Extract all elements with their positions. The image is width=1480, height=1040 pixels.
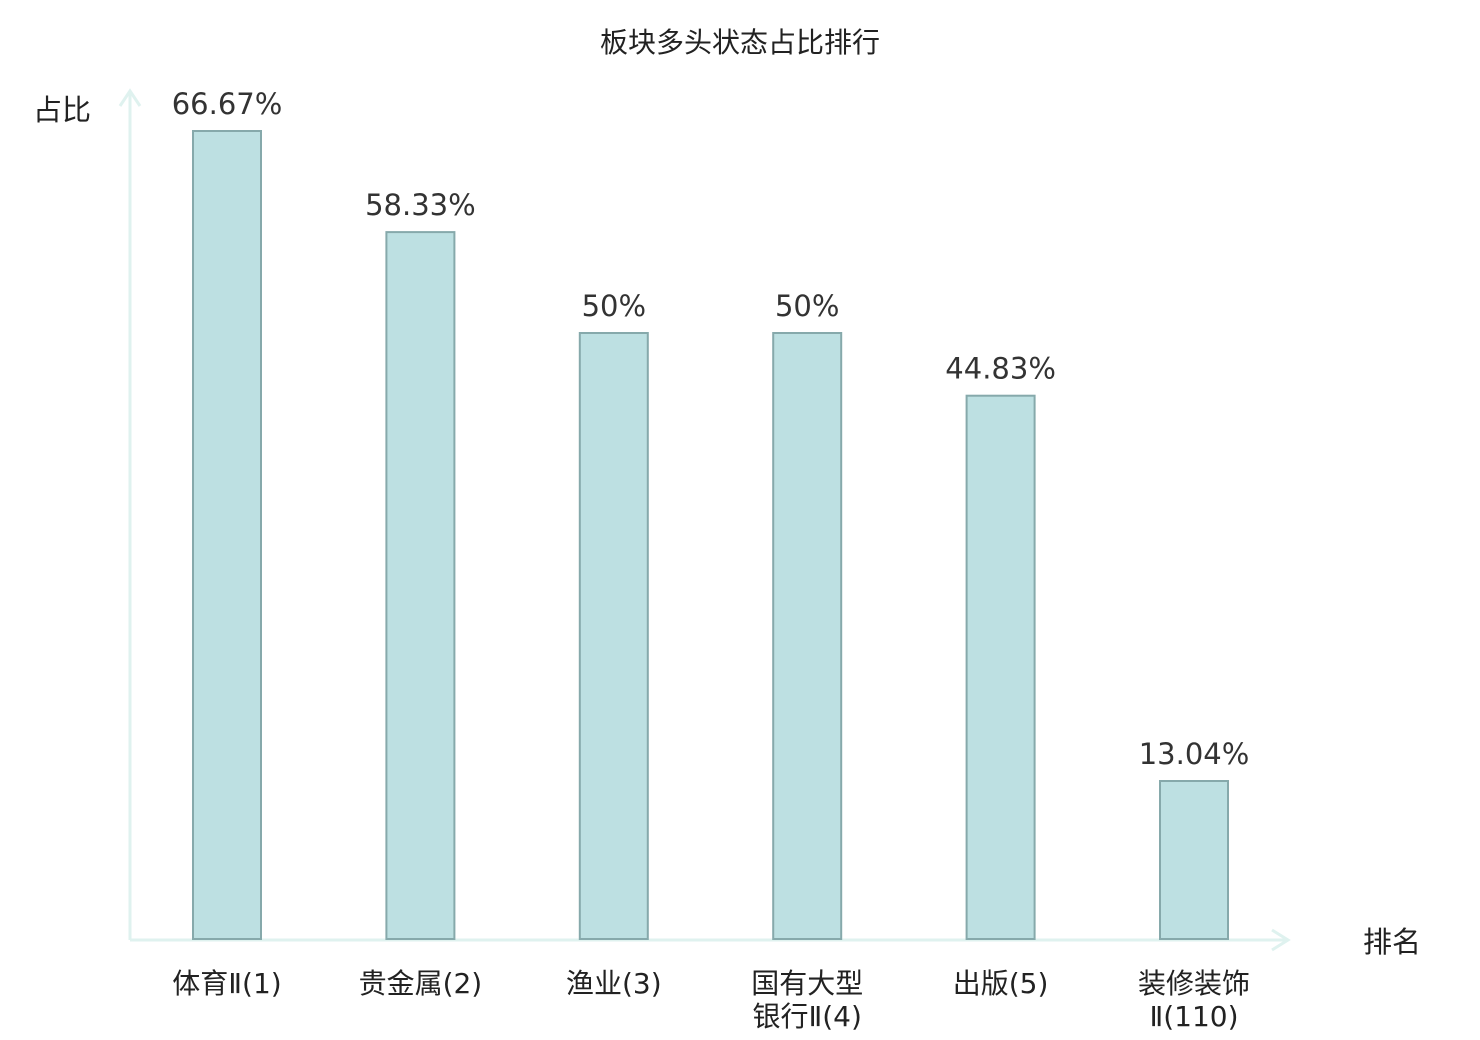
bar <box>772 332 843 940</box>
bar <box>1159 780 1229 940</box>
bar-value-label: 44.83% <box>945 352 1056 386</box>
category-label: 银行Ⅱ(4) <box>752 1000 861 1033</box>
category-label: 出版(5) <box>953 967 1049 1000</box>
bar <box>192 130 262 940</box>
y-axis-arrow <box>118 88 142 107</box>
category-label: 渔业(3) <box>566 967 662 1000</box>
x-axis-arrow <box>1271 928 1291 952</box>
bar-value-label: 50% <box>775 289 839 323</box>
bar-value-label: 66.67% <box>172 87 283 121</box>
bar <box>385 231 456 941</box>
bar-group: 66.67% 体育Ⅱ(1) 58.33% 贵金属(2) 50% 渔业(3) 50% 国有大型银… <box>172 87 1250 1033</box>
bar <box>965 394 1036 940</box>
category-label: Ⅱ(110) <box>1149 1000 1238 1033</box>
x-axis-label: 排名 <box>1363 925 1421 959</box>
category-label: 装修装饰 <box>1138 967 1250 1000</box>
category-label: 贵金属(2) <box>359 967 483 1000</box>
bar-value-label: 58.33% <box>365 188 476 222</box>
bar-value-label: 50% <box>582 289 646 323</box>
y-axis-label: 占比 <box>33 93 91 127</box>
category-label: 体育Ⅱ(1) <box>172 967 281 1000</box>
bar-value-label: 13.04% <box>1139 737 1250 771</box>
bar <box>578 332 649 940</box>
chart-title: 板块多头状态占比排行 <box>600 26 880 59</box>
category-label: 国有大型 <box>751 967 863 1000</box>
